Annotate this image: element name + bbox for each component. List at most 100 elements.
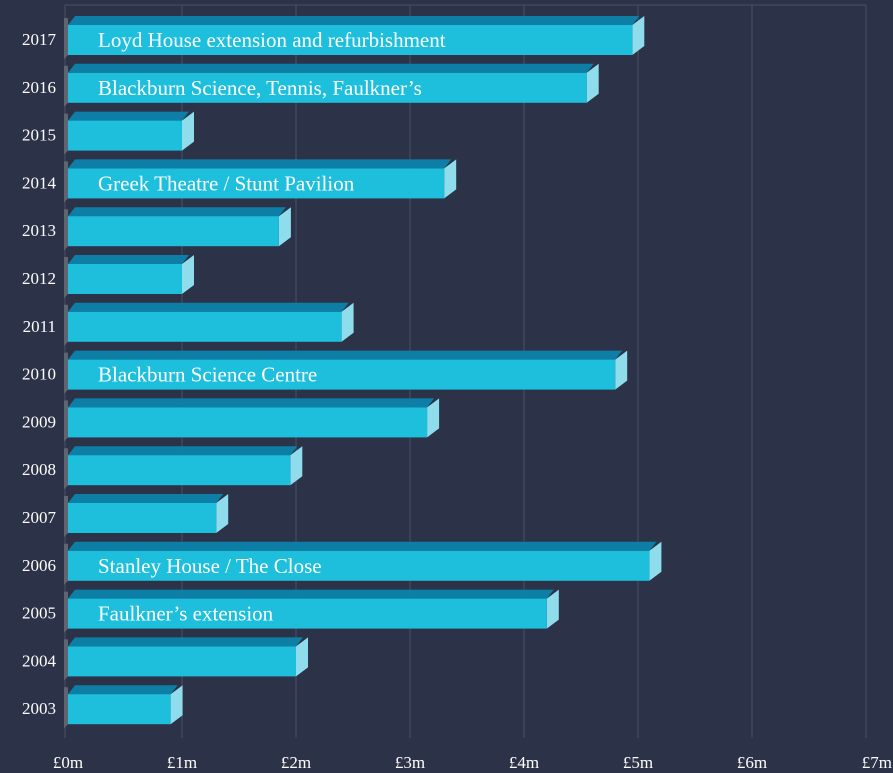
bar: 2005 Faulkner’s extension — [22, 589, 559, 633]
bar-front — [68, 25, 633, 55]
bar-side — [546, 589, 559, 629]
bar-label: Greek Theatre / Stunt Pavilion — [98, 171, 355, 195]
bar-top — [68, 207, 286, 217]
bar: 2008 — [22, 446, 303, 490]
x-tick-label: £4m — [509, 753, 539, 772]
bar: 2017 Loyd House extension and refurbishme… — [22, 16, 645, 59]
bar-front — [68, 216, 279, 247]
bar-top — [68, 637, 303, 647]
bar-front — [68, 598, 547, 629]
year-label: 2007 — [22, 508, 57, 527]
bar-side — [632, 16, 645, 55]
bar-base — [64, 304, 68, 346]
bar-label: Blackburn Science, Tennis, Faulkner’s — [98, 76, 422, 100]
bar-front — [68, 455, 291, 486]
bar: 2016 Blackburn Science, Tennis, Faulkner’… — [22, 63, 599, 107]
bar-side — [444, 159, 457, 199]
year-label: 2012 — [22, 269, 56, 288]
bar-side — [290, 446, 303, 486]
bar-front — [68, 646, 296, 677]
bar-side — [170, 685, 183, 725]
bar: 2009 — [22, 398, 440, 442]
bar-base — [64, 591, 68, 633]
bar: 2011 — [23, 302, 354, 346]
bar-base — [64, 448, 68, 490]
bar-base — [64, 209, 68, 251]
bar-base — [64, 352, 68, 394]
year-label: 2010 — [22, 365, 56, 384]
bar-side — [615, 350, 628, 390]
bar-label: Faulkner’s extension — [98, 602, 274, 626]
bar-front — [68, 407, 428, 438]
bar-base — [64, 496, 68, 537]
bar-side — [296, 637, 308, 677]
bar-top — [68, 111, 189, 121]
x-tick-label: £7m — [862, 753, 892, 772]
x-tick-label: £5m — [623, 753, 653, 772]
bar-top — [68, 589, 554, 599]
bar-front — [68, 72, 587, 103]
bar-label: Loyd House extension and refurbishment — [98, 28, 446, 52]
bar-label: Blackburn Science Centre — [98, 363, 317, 387]
bar-side — [278, 207, 291, 247]
year-label: 2009 — [22, 412, 56, 431]
bar-front — [68, 694, 171, 725]
bar-side — [427, 398, 440, 438]
bar-base — [64, 257, 68, 298]
bar-front — [68, 311, 342, 342]
bar-base — [64, 113, 68, 155]
year-label: 2013 — [22, 221, 56, 240]
bar-base — [64, 18, 68, 59]
bar: 2006 Stanley House / The Close — [22, 541, 662, 585]
bar-top — [68, 494, 224, 503]
year-label: 2011 — [23, 317, 56, 336]
bar-front — [68, 359, 616, 390]
bar-front — [68, 168, 445, 199]
bar: 2004 — [22, 637, 308, 681]
bar-label: Stanley House / The Close — [98, 554, 322, 578]
bar-top — [68, 446, 298, 456]
bar: 2014 Greek Theatre / Stunt Pavilion — [22, 159, 457, 203]
bar-side — [586, 63, 599, 103]
bar-top — [68, 159, 452, 169]
bar-top — [68, 541, 657, 551]
bar: 2010 Blackburn Science Centre — [22, 350, 628, 394]
bar-base — [64, 543, 68, 585]
bar-top — [68, 255, 189, 264]
bar-top — [68, 16, 640, 25]
year-label: 2015 — [22, 126, 56, 145]
bar: 2003 — [22, 685, 183, 729]
year-label: 2014 — [22, 173, 57, 192]
bar-base — [64, 639, 68, 681]
bar: 2007 — [22, 494, 229, 537]
bar-side — [182, 111, 194, 151]
bar-top — [68, 685, 178, 695]
x-tick-label: £0m — [53, 753, 83, 772]
bar-top — [68, 398, 435, 408]
bar-base — [64, 65, 68, 107]
year-label: 2006 — [22, 556, 56, 575]
bar: 2015 — [22, 111, 194, 155]
x-tick-label: £1m — [167, 753, 197, 772]
year-label: 2008 — [22, 460, 56, 479]
bar-base — [64, 687, 68, 729]
year-label: 2005 — [22, 604, 56, 623]
year-label: 2004 — [22, 651, 57, 670]
bar-top — [68, 350, 623, 360]
x-axis-ticks: £0m £1m £2m £3m £4m £5m £6m £7m — [53, 753, 892, 772]
bar-front — [68, 120, 182, 151]
year-label: 2017 — [22, 30, 57, 49]
x-tick-label: £6m — [737, 753, 767, 772]
bar-base — [64, 161, 68, 203]
bar-top — [68, 302, 349, 312]
x-tick-label: £2m — [281, 753, 311, 772]
bar-side — [182, 255, 194, 294]
year-label: 2003 — [22, 699, 56, 718]
year-label: 2016 — [22, 78, 56, 97]
bar-side — [341, 302, 354, 342]
bar-base — [64, 400, 68, 442]
bar-top — [68, 63, 594, 73]
bar-front — [68, 503, 217, 533]
bar: 2013 — [22, 207, 291, 251]
